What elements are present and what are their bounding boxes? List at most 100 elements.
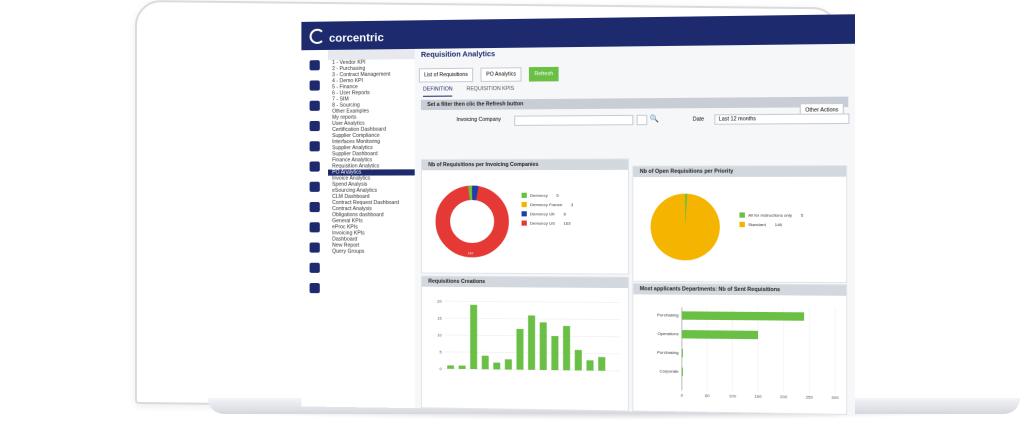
legend-value: 163 xyxy=(563,221,570,226)
bar xyxy=(575,350,582,371)
legend-item: Demoncy US 163 xyxy=(522,218,574,227)
legend-value: 5 xyxy=(556,193,558,198)
filter-row: Invoicing Company 🔍 Date Last 12 months xyxy=(415,111,855,128)
dropdown-icon[interactable] xyxy=(637,115,648,125)
bar xyxy=(682,368,683,376)
legend-label: Demoncy France xyxy=(530,202,562,207)
legend-label: All for instructions only xyxy=(748,212,792,217)
people-icon[interactable] xyxy=(310,161,320,171)
legend-item: Demoncy UK 6 xyxy=(522,209,574,218)
y-tick-label: 15 xyxy=(437,315,442,320)
search-icon[interactable]: 🔍 xyxy=(649,115,658,123)
date-select[interactable]: Last 12 months xyxy=(714,113,849,124)
x-tick-label: 250 xyxy=(806,394,814,399)
legend-value: 6 xyxy=(563,211,565,216)
legend-swatch xyxy=(522,221,527,226)
bar-chart: 20 15 10 5 0 xyxy=(422,287,628,409)
bar xyxy=(551,336,558,370)
y-tick-label: 5 xyxy=(439,349,442,354)
bar xyxy=(470,305,477,369)
legend-item: Demoncy 5 xyxy=(522,191,574,200)
category-label: Purchasing xyxy=(657,350,679,355)
y-tick-label: 20 xyxy=(437,299,442,304)
legend-swatch xyxy=(522,211,527,216)
legend-item: All for instructions only 5 xyxy=(739,210,803,219)
filter-banner: Set a filter then clic the Refresh butto… xyxy=(421,97,848,111)
y-tick-label: 0 xyxy=(439,366,442,371)
y-tick-label: 10 xyxy=(437,332,442,337)
home-icon[interactable] xyxy=(310,101,320,111)
x-tick-label: 50 xyxy=(705,393,711,398)
tab-definition[interactable]: DEFINITION xyxy=(423,83,453,97)
edit-icon[interactable] xyxy=(310,80,320,90)
legend-value: 5 xyxy=(801,213,803,218)
donut-legend: Demoncy 5 Demoncy France 3 Demoncy UK 6 Demonc… xyxy=(522,191,574,228)
bar xyxy=(682,349,683,357)
gridline xyxy=(445,301,620,302)
tag-icon[interactable] xyxy=(310,141,320,151)
legend-label: Demoncy UK xyxy=(530,211,555,216)
bar xyxy=(540,322,547,370)
collapse-icon[interactable] xyxy=(310,60,320,70)
po-analytics-button[interactable]: PO Analytics xyxy=(481,67,521,82)
panel-requisitions-per-company: Nb of Requisitions per Invoicing Compani… xyxy=(421,158,629,274)
left-icon-rail xyxy=(301,50,329,407)
legend-value: 3 xyxy=(571,202,573,207)
navigation-tree: 1 - Vendor KPI 2 - Purchasing 3 - Contract… xyxy=(328,49,416,408)
invoicing-company-input[interactable] xyxy=(514,115,633,126)
legend-swatch xyxy=(739,212,744,217)
panel-open-requisitions-priority: Nb of Open Requisitions per Priority All… xyxy=(632,165,847,283)
legend-value: 146 xyxy=(775,222,782,227)
panel-departments: Most applicants Departments: Nb of Sent … xyxy=(632,283,847,415)
bar xyxy=(528,315,535,369)
category-label: Operations xyxy=(658,331,679,336)
legend-label: Demoncy US xyxy=(530,221,555,226)
bar xyxy=(682,311,804,320)
pie-chart xyxy=(633,177,846,282)
chart-icon[interactable] xyxy=(310,202,320,212)
grid-icon[interactable] xyxy=(310,222,320,232)
refresh-button[interactable]: Refresh xyxy=(529,67,558,82)
bar xyxy=(563,326,570,370)
bar xyxy=(482,356,489,370)
bar xyxy=(493,363,500,370)
x-tick-label: 0 xyxy=(681,393,684,398)
panel-title: Nb of Requisitions per Invoicing Compani… xyxy=(422,159,628,170)
tab-requisition-kpis[interactable]: REQUISITION KPIS xyxy=(467,83,515,96)
category-label: Purchasing xyxy=(657,312,679,317)
donut-slice-us xyxy=(443,193,502,251)
legend-label: Demoncy xyxy=(530,193,548,198)
app-logo: corcentric xyxy=(310,28,384,45)
x-tick-label: 300 xyxy=(831,395,839,400)
settings-icon[interactable] xyxy=(310,283,320,293)
donut-label: 163 xyxy=(468,251,474,255)
x-tick-label: 200 xyxy=(780,394,788,399)
bar xyxy=(459,366,466,369)
panel-requisitions-creations: Requisitions Creations 20 15 10 5 0 xyxy=(421,276,629,412)
bar xyxy=(598,357,605,371)
cart-icon[interactable] xyxy=(310,121,320,131)
main-content: Requisition Analytics List of Requisitio… xyxy=(415,44,855,415)
tree-item[interactable]: Query Groups xyxy=(328,249,415,255)
bar xyxy=(505,359,512,369)
laptop-screen: corcentric 1 - Vendor KPI 2 - Purchasing 3… xyxy=(150,4,691,400)
legend-swatch xyxy=(522,193,527,198)
tabs: DEFINITION REQUISITION KPIS xyxy=(415,80,855,96)
legend-item: Demoncy France 3 xyxy=(522,200,574,209)
users-icon[interactable] xyxy=(310,263,320,273)
legend-swatch xyxy=(522,202,527,207)
legend-label: Standard xyxy=(748,222,766,227)
list-requisitions-button[interactable]: List of Requisitions xyxy=(419,68,473,83)
legend-item: Standard 146 xyxy=(739,220,803,230)
speed-icon[interactable] xyxy=(310,242,320,252)
category-label: Corporate xyxy=(659,368,679,373)
bar xyxy=(682,330,758,339)
panel-title: Nb of Open Requisitions per Priority xyxy=(633,166,846,177)
x-tick-label: 150 xyxy=(754,394,762,399)
logo-icon xyxy=(310,29,325,44)
invoicing-company-label: Invoicing Company xyxy=(456,117,501,123)
horizontal-bar-chart: 0 50 100 150 200 250 300 Purchasing Operations Pu… xyxy=(633,294,846,411)
bar xyxy=(586,360,593,370)
bar xyxy=(447,365,454,368)
handshake-icon[interactable] xyxy=(310,182,320,192)
